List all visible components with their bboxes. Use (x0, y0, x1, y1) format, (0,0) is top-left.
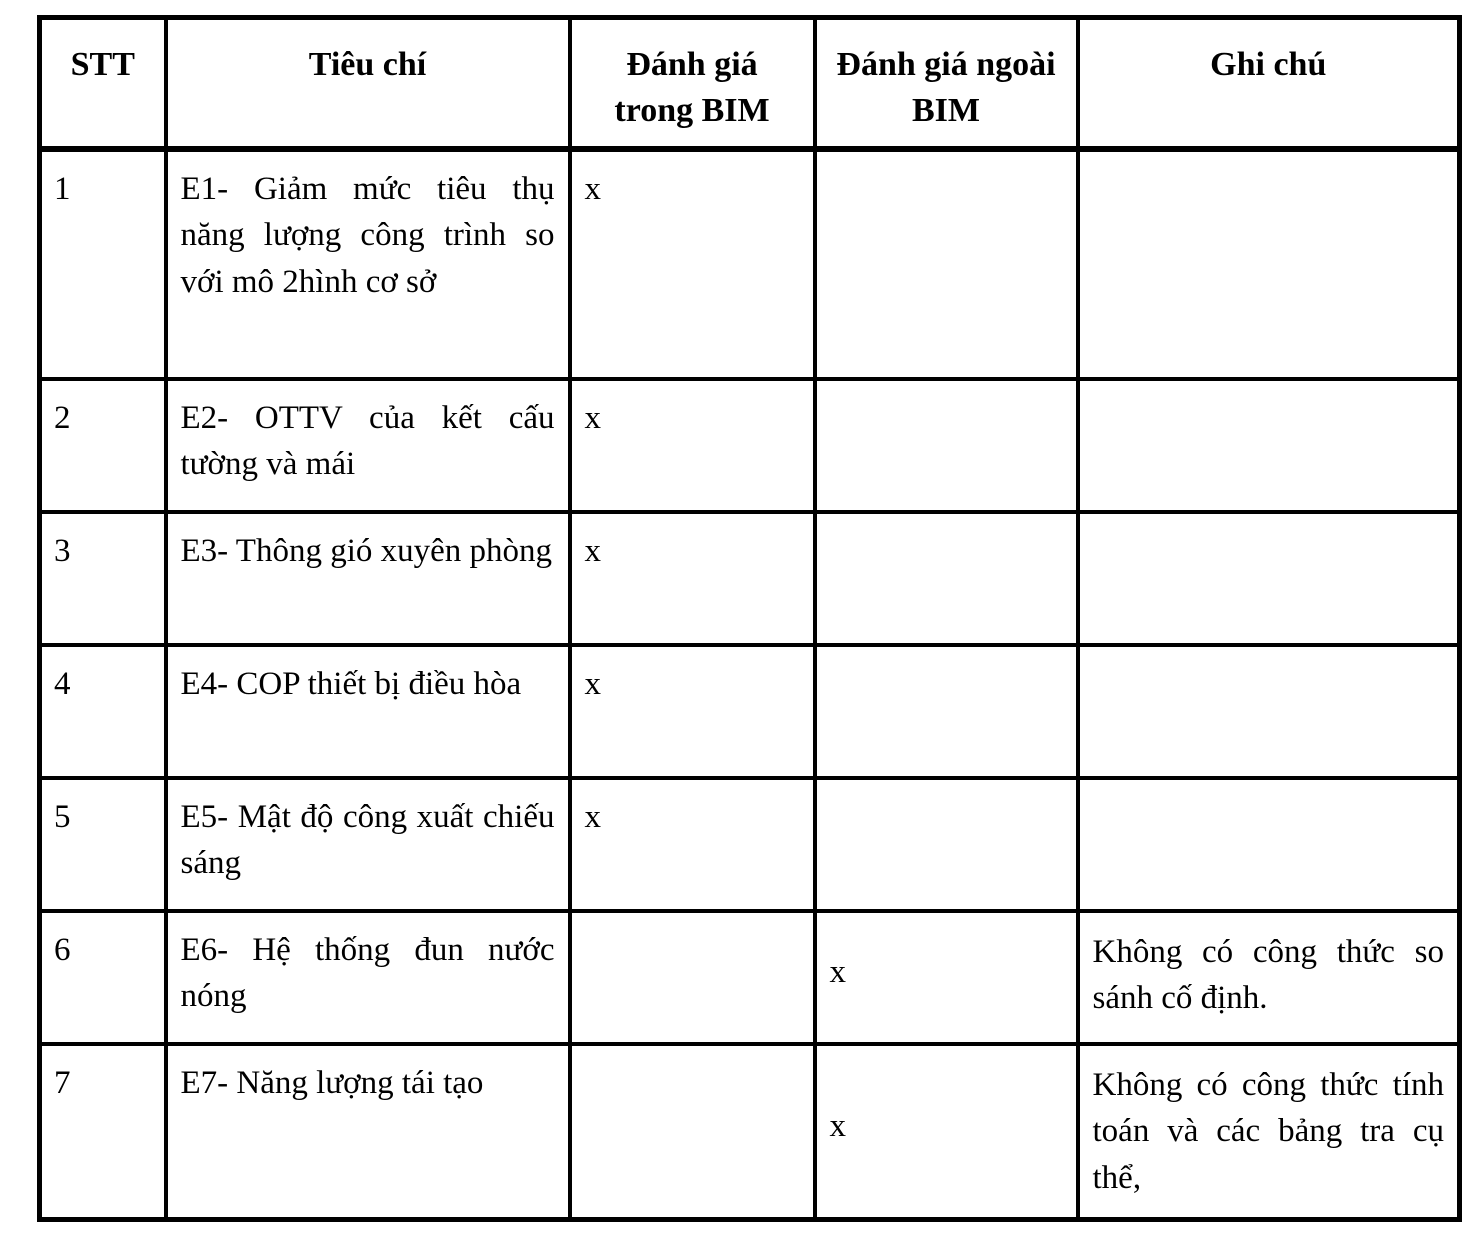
cell-stt: 2 (37, 376, 168, 514)
evaluation-criteria-table: STT Tiêu chí Đánh giá trong BIM Đánh giá… (37, 15, 1462, 1222)
table-header: STT Tiêu chí Đánh giá trong BIM Đánh giá… (37, 15, 1462, 152)
table-row-7: 7 E7- Năng lượng tái tạo x Không có công… (37, 1041, 1462, 1222)
column-header-tieu-chi: Tiêu chí (163, 15, 572, 152)
cell-ghi-chu (1075, 642, 1462, 780)
cell-stt: 4 (37, 642, 168, 780)
cell-stt: 5 (37, 775, 168, 913)
cell-danh-gia-trong-bim: x (567, 509, 817, 647)
cell-tieu-chi: E2- OTTV của kết cấu tường và mái (163, 376, 572, 514)
table-row-4: 4 E4- COP thiết bị điều hòa x (37, 642, 1462, 780)
cell-tieu-chi: E1- Giảm mức tiêu thụ năng lượng công tr… (163, 146, 572, 381)
cell-stt: 6 (37, 908, 168, 1046)
column-header-danh-gia-trong-bim: Đánh giá trong BIM (567, 15, 817, 152)
cell-danh-gia-ngoai-bim (812, 509, 1080, 647)
cell-danh-gia-ngoai-bim (812, 775, 1080, 913)
cell-danh-gia-ngoai-bim (812, 642, 1080, 780)
table-row-1: 1 E1- Giảm mức tiêu thụ năng lượng công … (37, 146, 1462, 381)
cell-danh-gia-ngoai-bim: x (812, 1041, 1080, 1222)
column-header-danh-gia-ngoai-bim: Đánh giá ngoài BIM (812, 15, 1080, 152)
cell-tieu-chi: E3- Thông gió xuyên phòng (163, 509, 572, 647)
cell-ghi-chu: Không có công thức so sánh cố định. (1075, 908, 1462, 1046)
cell-danh-gia-trong-bim: x (567, 376, 817, 514)
table-row-6: 6 E6- Hệ thống đun nước nóng x Không có … (37, 908, 1462, 1046)
cell-stt: 1 (37, 146, 168, 381)
table-row-5: 5 E5- Mật độ công xuất chiếu sáng x (37, 775, 1462, 913)
cell-tieu-chi: E4- COP thiết bị điều hòa (163, 642, 572, 780)
cell-tieu-chi: E7- Năng lượng tái tạo (163, 1041, 572, 1222)
cell-danh-gia-ngoai-bim: x (812, 908, 1080, 1046)
cell-danh-gia-trong-bim: x (567, 146, 817, 381)
cell-danh-gia-trong-bim: x (567, 775, 817, 913)
column-header-ghi-chu: Ghi chú (1075, 15, 1462, 152)
cell-danh-gia-ngoai-bim (812, 146, 1080, 381)
header-row: STT Tiêu chí Đánh giá trong BIM Đánh giá… (37, 15, 1462, 152)
cell-ghi-chu (1075, 376, 1462, 514)
cell-ghi-chu: Không có công thức tính toán và các bảng… (1075, 1041, 1462, 1222)
table-row-3: 3 E3- Thông gió xuyên phòng x (37, 509, 1462, 647)
cell-tieu-chi: E5- Mật độ công xuất chiếu sáng (163, 775, 572, 913)
cell-danh-gia-trong-bim: x (567, 642, 817, 780)
cell-danh-gia-trong-bim (567, 908, 817, 1046)
cell-ghi-chu (1075, 509, 1462, 647)
cell-stt: 3 (37, 509, 168, 647)
cell-danh-gia-trong-bim (567, 1041, 817, 1222)
cell-tieu-chi: E6- Hệ thống đun nước nóng (163, 908, 572, 1046)
cell-ghi-chu (1075, 146, 1462, 381)
table-row-2: 2 E2- OTTV của kết cấu tường và mái x (37, 376, 1462, 514)
cell-stt: 7 (37, 1041, 168, 1222)
cell-danh-gia-ngoai-bim (812, 376, 1080, 514)
cell-ghi-chu (1075, 775, 1462, 913)
table-body: 1 E1- Giảm mức tiêu thụ năng lượng công … (37, 146, 1462, 1222)
column-header-stt: STT (37, 15, 168, 152)
